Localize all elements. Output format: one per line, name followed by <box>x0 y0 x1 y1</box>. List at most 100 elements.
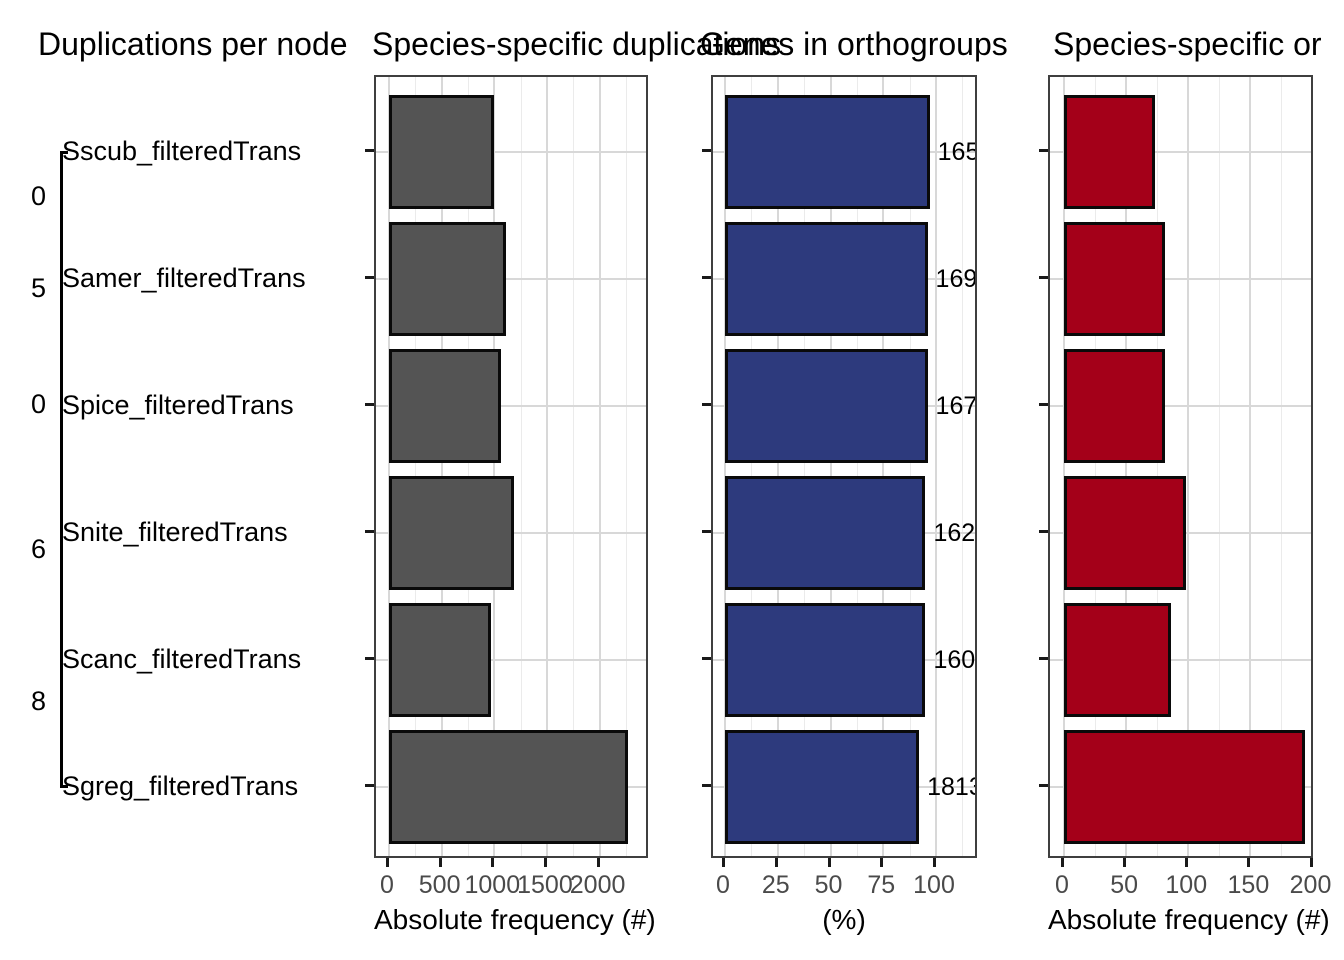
x-axis-title: Absolute frequency (#) <box>1048 904 1330 935</box>
gridline-minor <box>573 77 575 856</box>
tree-spine <box>60 151 63 788</box>
bar <box>725 476 926 590</box>
y-axis-tick <box>1039 657 1048 660</box>
gridline-major <box>440 77 443 856</box>
x-axis-tick <box>1123 858 1127 867</box>
gridline-row <box>1050 278 1311 280</box>
bar <box>389 95 495 209</box>
x-axis-tick-label: 1000 <box>464 871 521 899</box>
bar <box>389 349 502 463</box>
x-axis-tick-label: 150 <box>1227 871 1270 899</box>
y-axis-tick <box>365 149 374 152</box>
gridline-major <box>1187 77 1190 856</box>
bar <box>389 603 492 717</box>
x-axis-tick-label: 75 <box>867 871 896 899</box>
x-axis-tick <box>1061 858 1064 867</box>
tree-branch-top <box>60 151 68 154</box>
gridline-major <box>776 77 779 856</box>
tip-label-scanc: Scanc_filteredTrans <box>62 644 302 674</box>
gridline-major <box>935 77 937 856</box>
tip-label-spice: Spice_filteredTrans <box>62 390 294 420</box>
bar-value-label: 167 <box>935 392 977 420</box>
x-axis-tick <box>1247 858 1251 867</box>
tip-label-snite: Snite_filteredTrans <box>62 517 288 547</box>
tip-label-samer: Samer_filteredTrans <box>62 263 306 293</box>
gridline-minor <box>962 77 964 856</box>
gridline-minor <box>804 77 806 856</box>
gridline-row <box>376 659 646 661</box>
x-axis-tick <box>386 858 389 867</box>
bar <box>725 349 928 463</box>
x-axis-tick <box>933 858 936 867</box>
panel-species-specific-orthogroups: Absolute frequency (#) 0 50 100 150 200 <box>1039 75 1331 935</box>
y-axis-tick <box>1039 530 1048 533</box>
gridline-row <box>376 405 646 407</box>
x-axis-tick <box>438 858 442 867</box>
bar-value-label: 160 <box>933 646 976 674</box>
x-axis-tick <box>596 858 600 867</box>
y-axis-tick <box>365 530 374 533</box>
plot-area: 165 169 167 162 160 1813 <box>711 75 977 858</box>
tree-node-label: 0 <box>31 181 46 211</box>
gridline-minor <box>520 77 522 856</box>
x-axis-tick-label: 200 <box>1289 871 1332 899</box>
gridline-major <box>1063 77 1065 856</box>
x-axis-tick-label: 0 <box>1055 871 1069 899</box>
title-duplications-per-node: Duplications per node <box>38 26 348 62</box>
gridline-minor <box>1157 77 1159 856</box>
gridline-row <box>1050 659 1311 661</box>
tree-node-label: 8 <box>31 686 46 716</box>
bar <box>725 222 928 336</box>
bar-value-label: 1813 <box>927 773 975 801</box>
bar <box>1064 603 1171 717</box>
gridline-minor <box>1219 77 1221 856</box>
gridline-minor <box>467 77 469 856</box>
title-species-specific-duplications: Species-specific duplications <box>372 26 782 62</box>
title-species-specific-orthogroups: Species-specific or <box>1053 26 1322 62</box>
bar <box>1064 476 1186 590</box>
x-axis-tick <box>774 858 778 867</box>
x-axis-tick-label: 100 <box>913 871 955 899</box>
gridline-major <box>829 77 832 856</box>
bar-value-label: 165 <box>937 138 977 166</box>
gridline-minor <box>625 77 627 856</box>
x-axis-tick <box>1309 858 1313 867</box>
y-axis-tick <box>702 276 711 279</box>
x-axis-tick <box>1185 858 1189 867</box>
gridline-major <box>882 77 885 856</box>
gridline-major <box>1249 77 1252 856</box>
bar <box>389 730 629 844</box>
gridline-row <box>376 151 646 153</box>
y-axis-tick <box>365 784 374 787</box>
y-axis-tick <box>702 657 711 660</box>
panel-genes-in-orthogroups: 165 169 167 162 160 1813 (%) 0 25 50 75 100 <box>702 75 977 935</box>
y-axis-tick <box>702 403 711 406</box>
y-axis-tick <box>1039 784 1048 787</box>
x-axis-tick-label: 25 <box>761 871 790 899</box>
gridline-row <box>1050 405 1311 407</box>
x-axis-tick-label: 1500 <box>517 871 573 899</box>
y-axis-tick <box>1039 149 1048 152</box>
bar <box>389 222 507 336</box>
gridline-minor <box>1095 77 1097 856</box>
tip-label-sscub: Sscub_filteredTrans <box>62 136 302 166</box>
x-axis-tick <box>880 858 884 867</box>
y-axis-tick <box>1039 403 1048 406</box>
tip-label-sgreg: Sgreg_filteredTrans <box>62 771 299 801</box>
gridline-minor <box>751 77 753 856</box>
x-axis-tick <box>491 858 495 867</box>
gridline-minor <box>415 77 417 856</box>
y-axis-tick <box>365 657 374 660</box>
gridline-major <box>1312 77 1314 856</box>
bar <box>389 476 515 590</box>
plot-area <box>1048 75 1313 858</box>
x-axis-tick-label: 50 <box>1110 871 1139 899</box>
x-axis-tick-label: 2000 <box>569 871 626 899</box>
x-axis-tick <box>827 858 831 867</box>
gridline-major <box>493 77 496 856</box>
tree-node-label: 6 <box>31 534 46 564</box>
tree-node-label: 5 <box>31 273 46 303</box>
bar-value-label: 162 <box>933 519 976 547</box>
bar-value-label: 169 <box>935 265 977 293</box>
